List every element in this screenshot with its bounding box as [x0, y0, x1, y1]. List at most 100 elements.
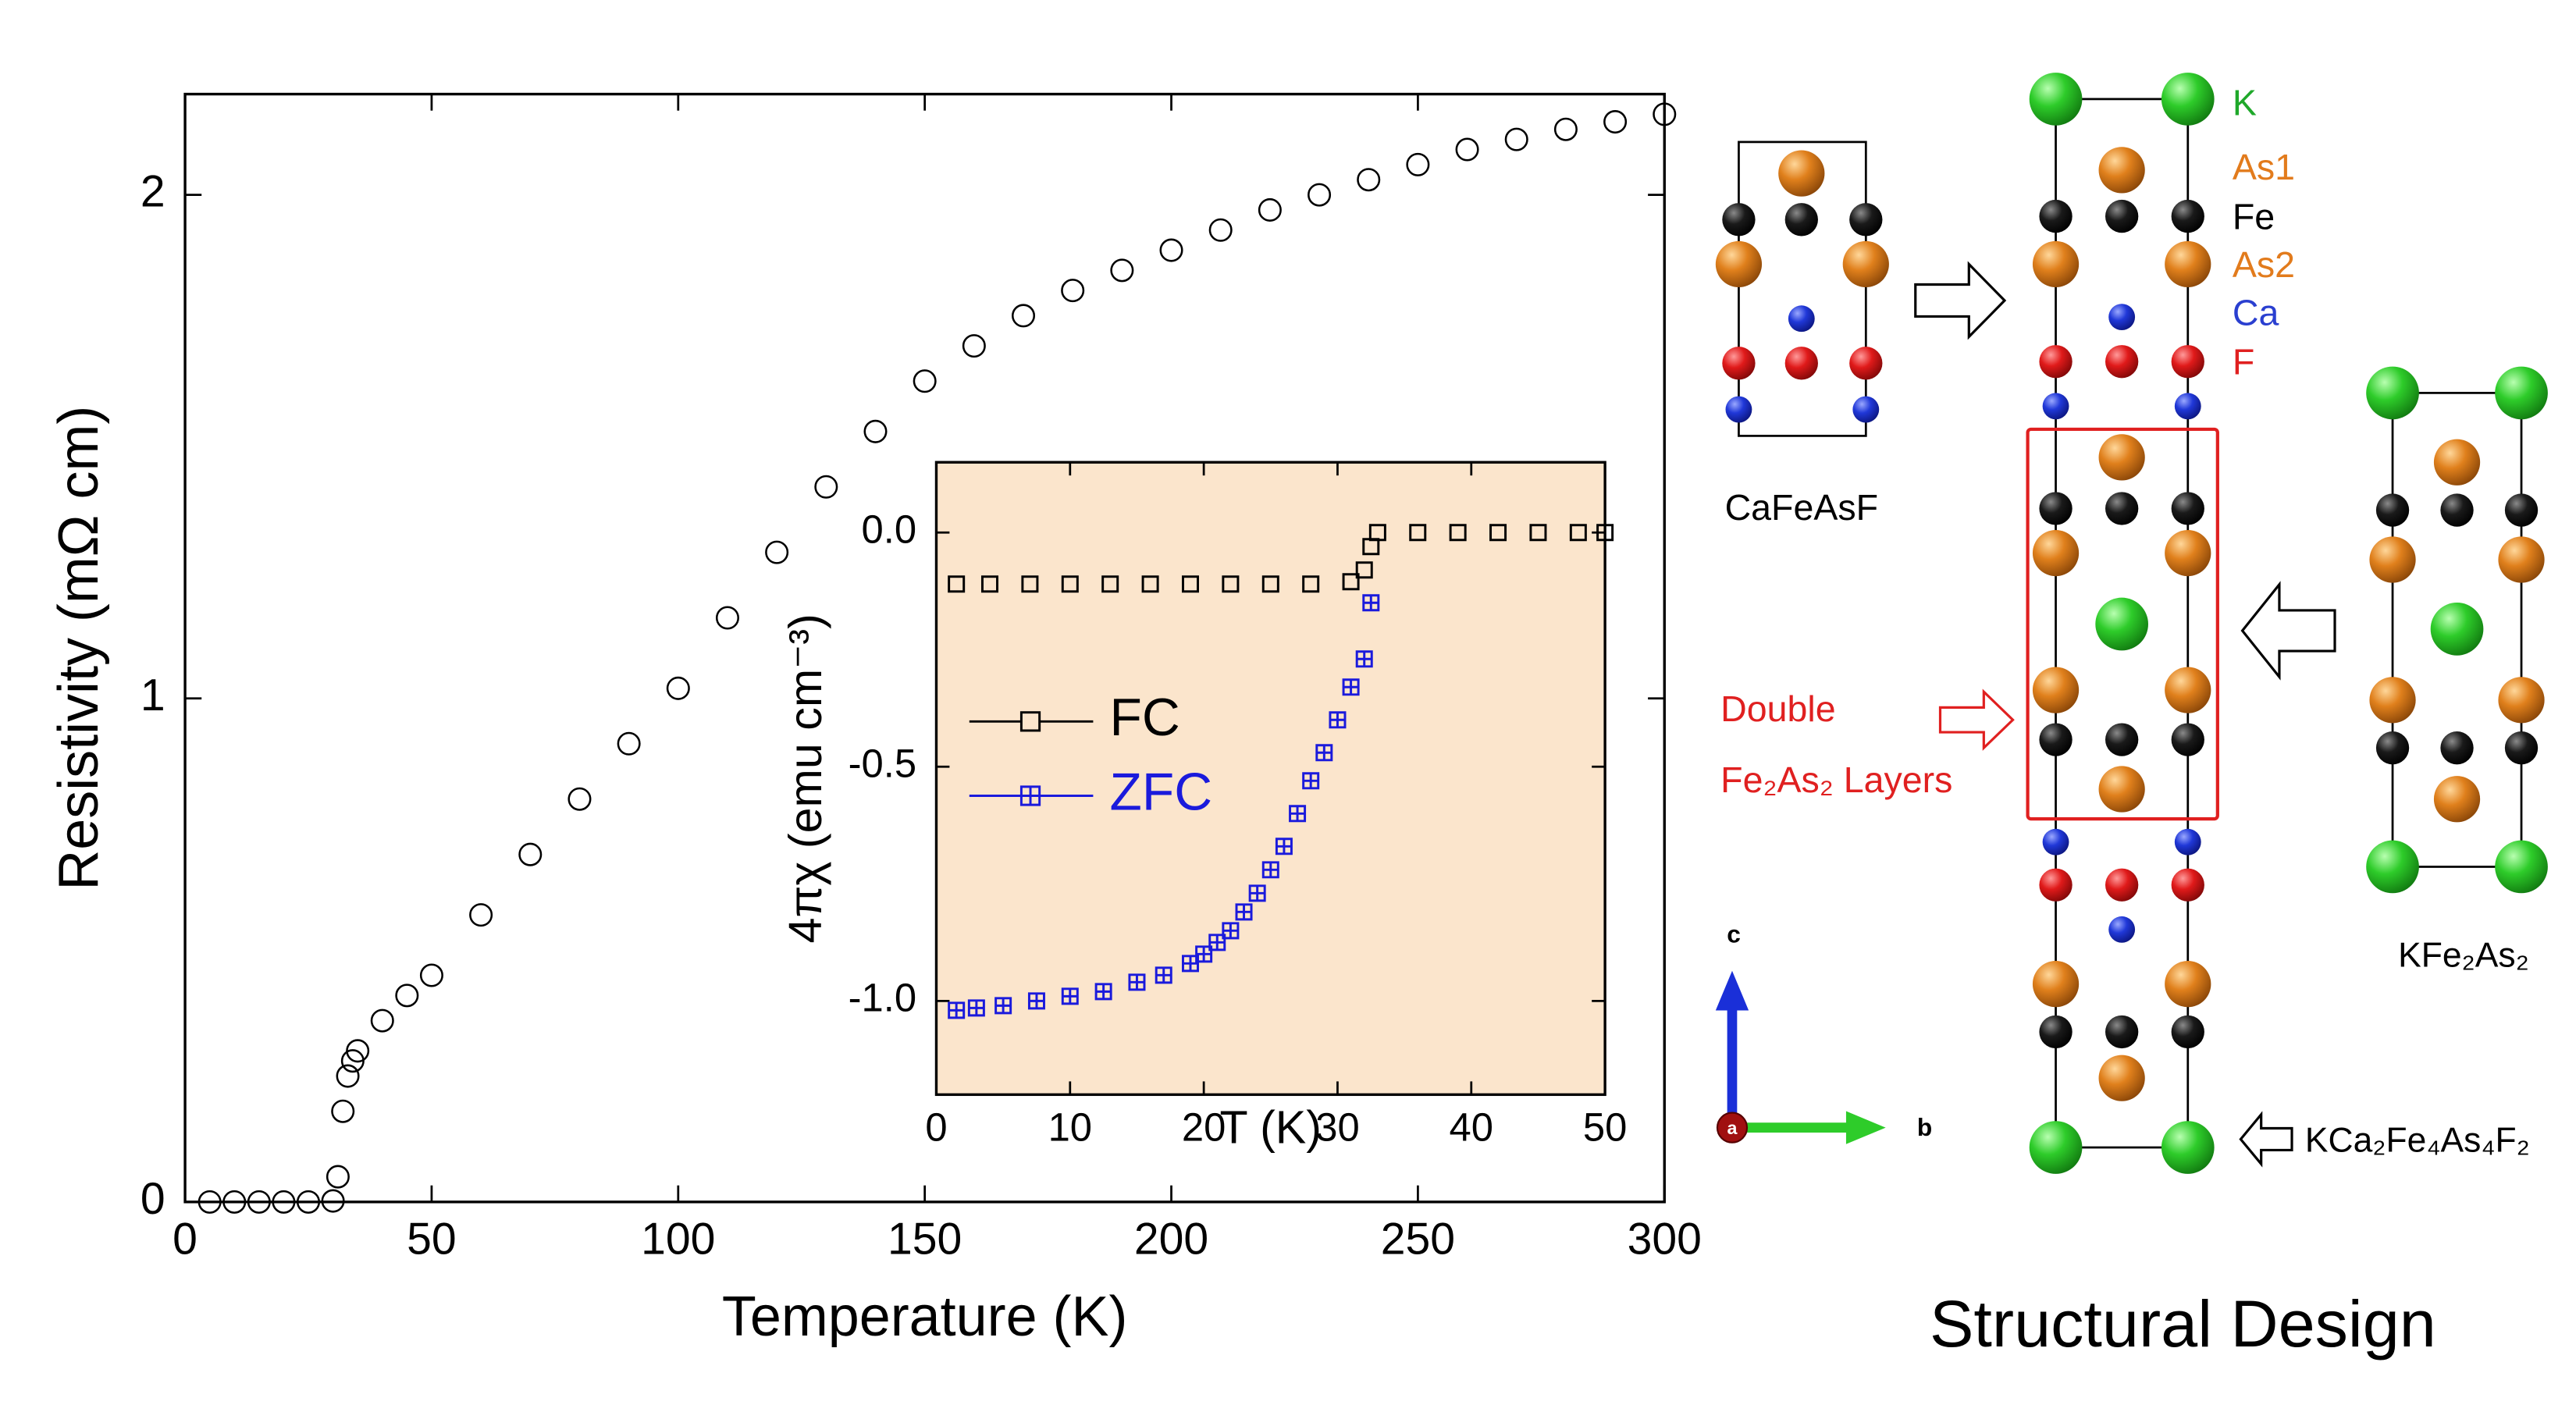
- atom: [2105, 868, 2139, 902]
- data-point: [1362, 594, 1380, 612]
- data-point: [1329, 711, 1347, 729]
- data-point: [1275, 838, 1293, 855]
- data-point: [1101, 575, 1119, 593]
- atom: [1722, 347, 1756, 380]
- legend-label: FC: [1110, 688, 1180, 747]
- atom: [2105, 1015, 2139, 1049]
- atom: [2165, 240, 2211, 288]
- x-tick-label: 40: [1450, 1104, 1493, 1149]
- atom: [2165, 667, 2211, 713]
- diagram-title: Structural Design: [1930, 1286, 2436, 1361]
- x-tick-label: 0: [925, 1104, 947, 1149]
- data-point: [1357, 168, 1381, 192]
- atom: [1852, 396, 1880, 423]
- atom: [2105, 345, 2139, 379]
- cell-label: KCa₂Fe₄As₄F₂: [2305, 1121, 2530, 1159]
- atom: [2042, 393, 2069, 420]
- data-point: [395, 984, 419, 1008]
- element-label: F: [2233, 342, 2254, 382]
- x-tick-label: 250: [1381, 1214, 1455, 1264]
- data-point: [1455, 137, 1479, 162]
- atom: [2095, 597, 2148, 651]
- data-point: [1248, 884, 1266, 902]
- x-tick-label: 0: [173, 1214, 197, 1264]
- data-point: [1569, 524, 1587, 542]
- atom: [2366, 366, 2419, 420]
- unit-cell: [2391, 392, 2523, 868]
- atom: [1784, 347, 1818, 380]
- atom: [1849, 347, 1883, 380]
- atom: [2042, 828, 2069, 855]
- atom: [1778, 150, 1825, 197]
- data-point: [1011, 304, 1036, 328]
- cell-label: CaFeAsF: [1725, 487, 1878, 528]
- atom: [2032, 529, 2080, 577]
- y-tick-label: -1.0: [849, 976, 916, 1020]
- atom: [2032, 240, 2080, 288]
- unit-cell: [2055, 98, 2190, 1149]
- atom: [2504, 493, 2539, 527]
- atom: [2375, 731, 2410, 765]
- atom: [2108, 916, 2136, 943]
- data-point: [1181, 575, 1199, 593]
- data-point: [1128, 973, 1146, 991]
- atom: [2039, 723, 2073, 756]
- atom: [2498, 536, 2545, 583]
- atom: [2498, 677, 2545, 724]
- axis-c-head: [1715, 970, 1749, 1011]
- atom: [2165, 961, 2211, 1008]
- atom: [2165, 529, 2211, 577]
- atom: [2171, 492, 2204, 525]
- x-tick-label: 150: [888, 1214, 962, 1264]
- arrow: [2240, 581, 2336, 681]
- atom: [2039, 492, 2073, 525]
- data-point: [346, 1039, 370, 1063]
- atom: [1784, 203, 1818, 237]
- plot-background: [936, 462, 1606, 1095]
- legend-label: ZFC: [1110, 763, 1213, 821]
- data-point: [331, 1099, 355, 1123]
- atom: [2171, 1015, 2204, 1049]
- atom: [2495, 840, 2548, 894]
- plot-frame: [183, 92, 1666, 1204]
- atom: [1788, 305, 1815, 333]
- data-point: [1553, 117, 1578, 141]
- atom: [2440, 493, 2474, 527]
- data-point: [1181, 955, 1199, 973]
- atom: [2171, 199, 2204, 233]
- atom: [2174, 393, 2201, 420]
- atom: [2105, 723, 2139, 756]
- y-tick-label: 1: [141, 670, 165, 720]
- y-tick-label: 0.0: [862, 507, 917, 552]
- atom: [2430, 603, 2484, 656]
- data-point: [370, 1008, 394, 1033]
- atom: [2433, 776, 2481, 823]
- x-tick-label: 30: [1315, 1104, 1359, 1149]
- cell-label: KFe₂As₂: [2398, 937, 2529, 975]
- data-point: [1208, 934, 1226, 951]
- atom: [2495, 366, 2548, 420]
- atom: [2098, 434, 2145, 481]
- atom: [2098, 766, 2145, 813]
- atom: [2032, 667, 2080, 713]
- element-label: K: [2233, 83, 2257, 123]
- data-point: [1155, 966, 1172, 984]
- atom: [2375, 493, 2410, 527]
- legend-marker: [1019, 785, 1041, 806]
- data-point: [1355, 650, 1373, 668]
- data-point: [715, 606, 739, 630]
- data-point: [1261, 575, 1279, 593]
- data-point: [1110, 258, 1134, 283]
- data-point: [1355, 561, 1373, 579]
- x-tick-label: 100: [641, 1214, 715, 1264]
- axis-label: c: [1727, 920, 1741, 948]
- data-point: [981, 575, 999, 593]
- data-point: [1449, 524, 1467, 542]
- axis-a: [1716, 1112, 1749, 1144]
- atom: [2098, 1055, 2145, 1101]
- atom: [1725, 396, 1752, 423]
- unit-cell: [1738, 140, 1867, 437]
- data-point: [1315, 744, 1333, 762]
